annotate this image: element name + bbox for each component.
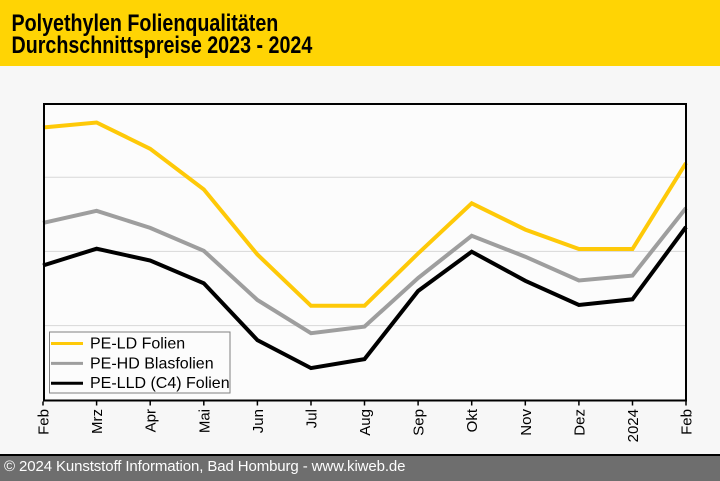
svg-text:Okt: Okt <box>464 408 481 432</box>
svg-text:Jun: Jun <box>250 409 267 433</box>
svg-text:Nov: Nov <box>518 409 535 436</box>
svg-text:Dez: Dez <box>571 409 588 436</box>
svg-text:PE-HD Blasfolien: PE-HD Blasfolien <box>90 355 214 372</box>
svg-text:Apr: Apr <box>143 409 160 432</box>
svg-text:Mai: Mai <box>196 409 213 433</box>
svg-text:PE-LD Folien: PE-LD Folien <box>90 336 185 353</box>
svg-text:Jul: Jul <box>304 409 321 428</box>
svg-text:Feb: Feb <box>36 409 53 435</box>
svg-text:PE-LLD (C4) Folien: PE-LLD (C4) Folien <box>90 375 230 392</box>
svg-text:Aug: Aug <box>357 409 374 436</box>
svg-text:2024: 2024 <box>625 409 642 442</box>
svg-text:Sep: Sep <box>411 409 428 436</box>
svg-text:Feb: Feb <box>679 409 696 435</box>
svg-text:Mrz: Mrz <box>89 409 106 434</box>
